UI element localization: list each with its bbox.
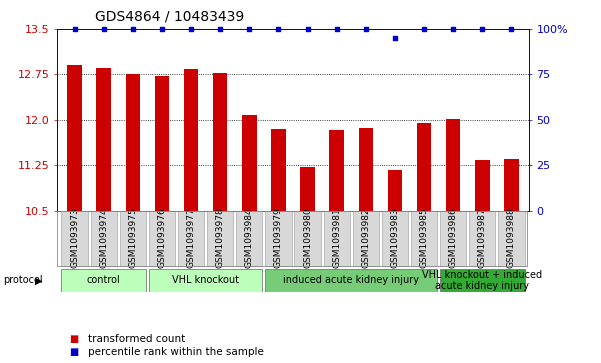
Text: GSM1093973: GSM1093973	[70, 207, 79, 268]
Bar	[353, 211, 379, 266]
Bar	[242, 115, 257, 211]
Text: VHL knockout + induced
acute kidney injury: VHL knockout + induced acute kidney inju…	[423, 270, 542, 291]
Bar	[469, 211, 495, 266]
Point	[303, 26, 313, 32]
Bar	[359, 128, 373, 211]
Point	[477, 26, 487, 32]
Text: GSM1093974: GSM1093974	[99, 207, 108, 268]
Point	[361, 26, 371, 32]
Point	[70, 26, 79, 32]
Text: ■: ■	[69, 347, 78, 357]
Text: GSM1093986: GSM1093986	[449, 207, 457, 268]
Bar	[382, 211, 408, 266]
Bar	[67, 65, 82, 211]
Bar	[265, 269, 437, 292]
Bar	[154, 76, 169, 211]
Point	[215, 26, 225, 32]
Text: ▶: ▶	[35, 276, 43, 285]
Bar	[271, 129, 285, 211]
Bar	[440, 211, 466, 266]
Point	[245, 26, 254, 32]
Bar	[475, 160, 490, 211]
Bar	[149, 269, 263, 292]
Point	[507, 26, 516, 32]
Text: GDS4864 / 10483439: GDS4864 / 10483439	[95, 10, 244, 24]
Text: GSM1093976: GSM1093976	[157, 207, 166, 268]
Bar	[329, 130, 344, 211]
Bar	[184, 69, 198, 211]
Bar	[120, 211, 146, 266]
Text: induced acute kidney injury: induced acute kidney injury	[283, 276, 419, 285]
Text: GSM1093978: GSM1093978	[216, 207, 225, 268]
Bar	[96, 68, 111, 211]
Point	[448, 26, 458, 32]
Bar	[504, 159, 519, 211]
Bar	[207, 211, 233, 266]
Bar	[236, 211, 263, 266]
Bar	[91, 211, 117, 266]
Text: GSM1093985: GSM1093985	[419, 207, 429, 268]
Point	[419, 26, 429, 32]
Point	[186, 26, 196, 32]
Text: GSM1093975: GSM1093975	[129, 207, 137, 268]
Text: VHL knockout: VHL knockout	[172, 276, 239, 285]
Bar	[178, 211, 204, 266]
Point	[273, 26, 283, 32]
Text: protocol: protocol	[3, 276, 43, 285]
Point	[390, 35, 400, 41]
Text: GSM1093981: GSM1093981	[332, 207, 341, 268]
Bar	[294, 211, 321, 266]
Point	[128, 26, 138, 32]
Text: control: control	[87, 276, 121, 285]
Bar	[411, 211, 437, 266]
Bar	[126, 74, 140, 211]
Text: GSM1093987: GSM1093987	[478, 207, 487, 268]
Bar	[416, 123, 432, 211]
Point	[332, 26, 341, 32]
Bar	[265, 211, 291, 266]
Bar	[440, 269, 525, 292]
Bar	[61, 211, 88, 266]
Bar	[213, 73, 227, 211]
Bar	[61, 269, 146, 292]
Point	[157, 26, 166, 32]
Bar	[446, 119, 460, 211]
Text: GSM1093988: GSM1093988	[507, 207, 516, 268]
Text: GSM1093983: GSM1093983	[391, 207, 400, 268]
Text: GSM1093977: GSM1093977	[186, 207, 195, 268]
Text: GSM1093980: GSM1093980	[303, 207, 312, 268]
Text: GSM1093984: GSM1093984	[245, 207, 254, 268]
Bar	[323, 211, 350, 266]
Bar	[300, 167, 315, 211]
Text: GSM1093979: GSM1093979	[274, 207, 283, 268]
Bar	[388, 170, 402, 211]
Bar	[149, 211, 175, 266]
Text: transformed count: transformed count	[88, 334, 186, 344]
Bar	[498, 211, 525, 266]
Text: ■: ■	[69, 334, 78, 344]
Text: GSM1093982: GSM1093982	[361, 207, 370, 268]
Text: percentile rank within the sample: percentile rank within the sample	[88, 347, 264, 357]
Point	[99, 26, 109, 32]
